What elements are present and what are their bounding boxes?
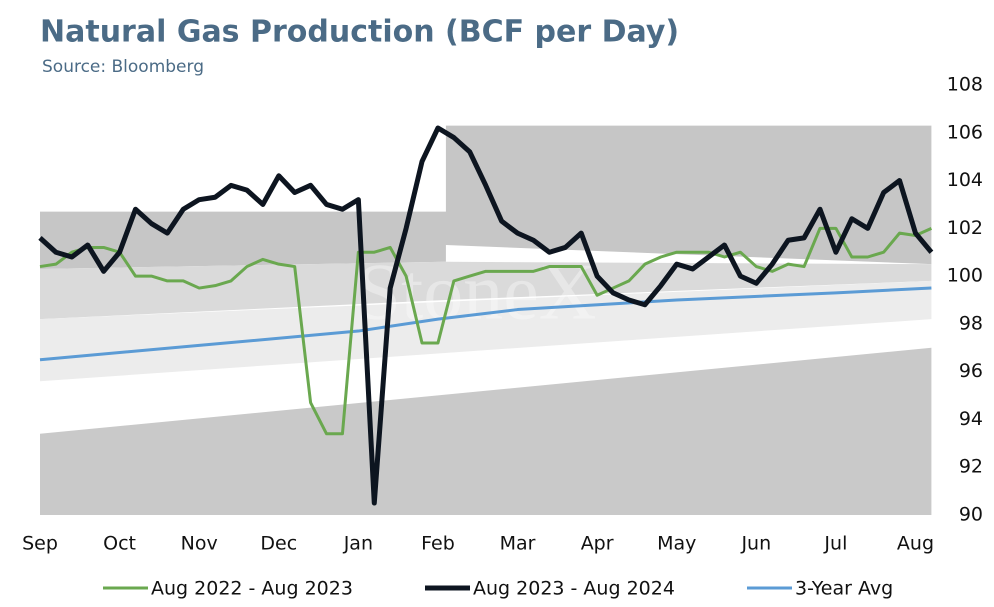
- x-tick-label: Apr: [581, 533, 614, 555]
- x-tick-label: Nov: [181, 533, 218, 555]
- y-tick-label: 92: [959, 456, 983, 478]
- x-tick-label: Jan: [343, 533, 373, 555]
- y-tick-label: 94: [959, 408, 983, 430]
- x-tick-label: Jul: [823, 533, 847, 555]
- y-tick-label: 90: [959, 504, 983, 526]
- legend-label: 3-Year Avg: [795, 578, 893, 600]
- series-line: [39, 286, 932, 362]
- series-line: [38, 125, 934, 506]
- y-tick-label: 108: [947, 74, 983, 96]
- range-band: [40, 347, 932, 515]
- series-line: [39, 226, 933, 436]
- chart-title: Natural Gas Production (BCF per Day): [40, 15, 679, 50]
- y-tick-label: 96: [959, 360, 983, 382]
- legend-label: Aug 2023 - Aug 2024: [473, 578, 675, 600]
- x-tick-label: Jun: [740, 533, 771, 555]
- y-tick-label: 104: [947, 169, 983, 191]
- watermark: StoneX: [357, 248, 597, 336]
- x-tick-label: Mar: [500, 533, 536, 555]
- x-tick-label: Feb: [421, 533, 455, 555]
- range-band: [40, 261, 932, 320]
- y-tick-label: 102: [947, 217, 983, 239]
- x-tick-label: Aug: [897, 533, 934, 555]
- range-band: [40, 280, 932, 382]
- y-tick-label: 100: [947, 265, 983, 287]
- x-tick-label: May: [657, 533, 696, 555]
- x-tick-label: Sep: [22, 533, 58, 555]
- range-band: [40, 125, 932, 269]
- x-tick-label: Dec: [260, 533, 297, 555]
- legend-label: Aug 2022 - Aug 2023: [151, 578, 353, 600]
- x-tick-label: Oct: [103, 533, 136, 555]
- chart-subtitle: Source: Bloomberg: [42, 57, 204, 77]
- y-tick-label: 98: [959, 312, 983, 334]
- y-tick-label: 106: [947, 121, 983, 143]
